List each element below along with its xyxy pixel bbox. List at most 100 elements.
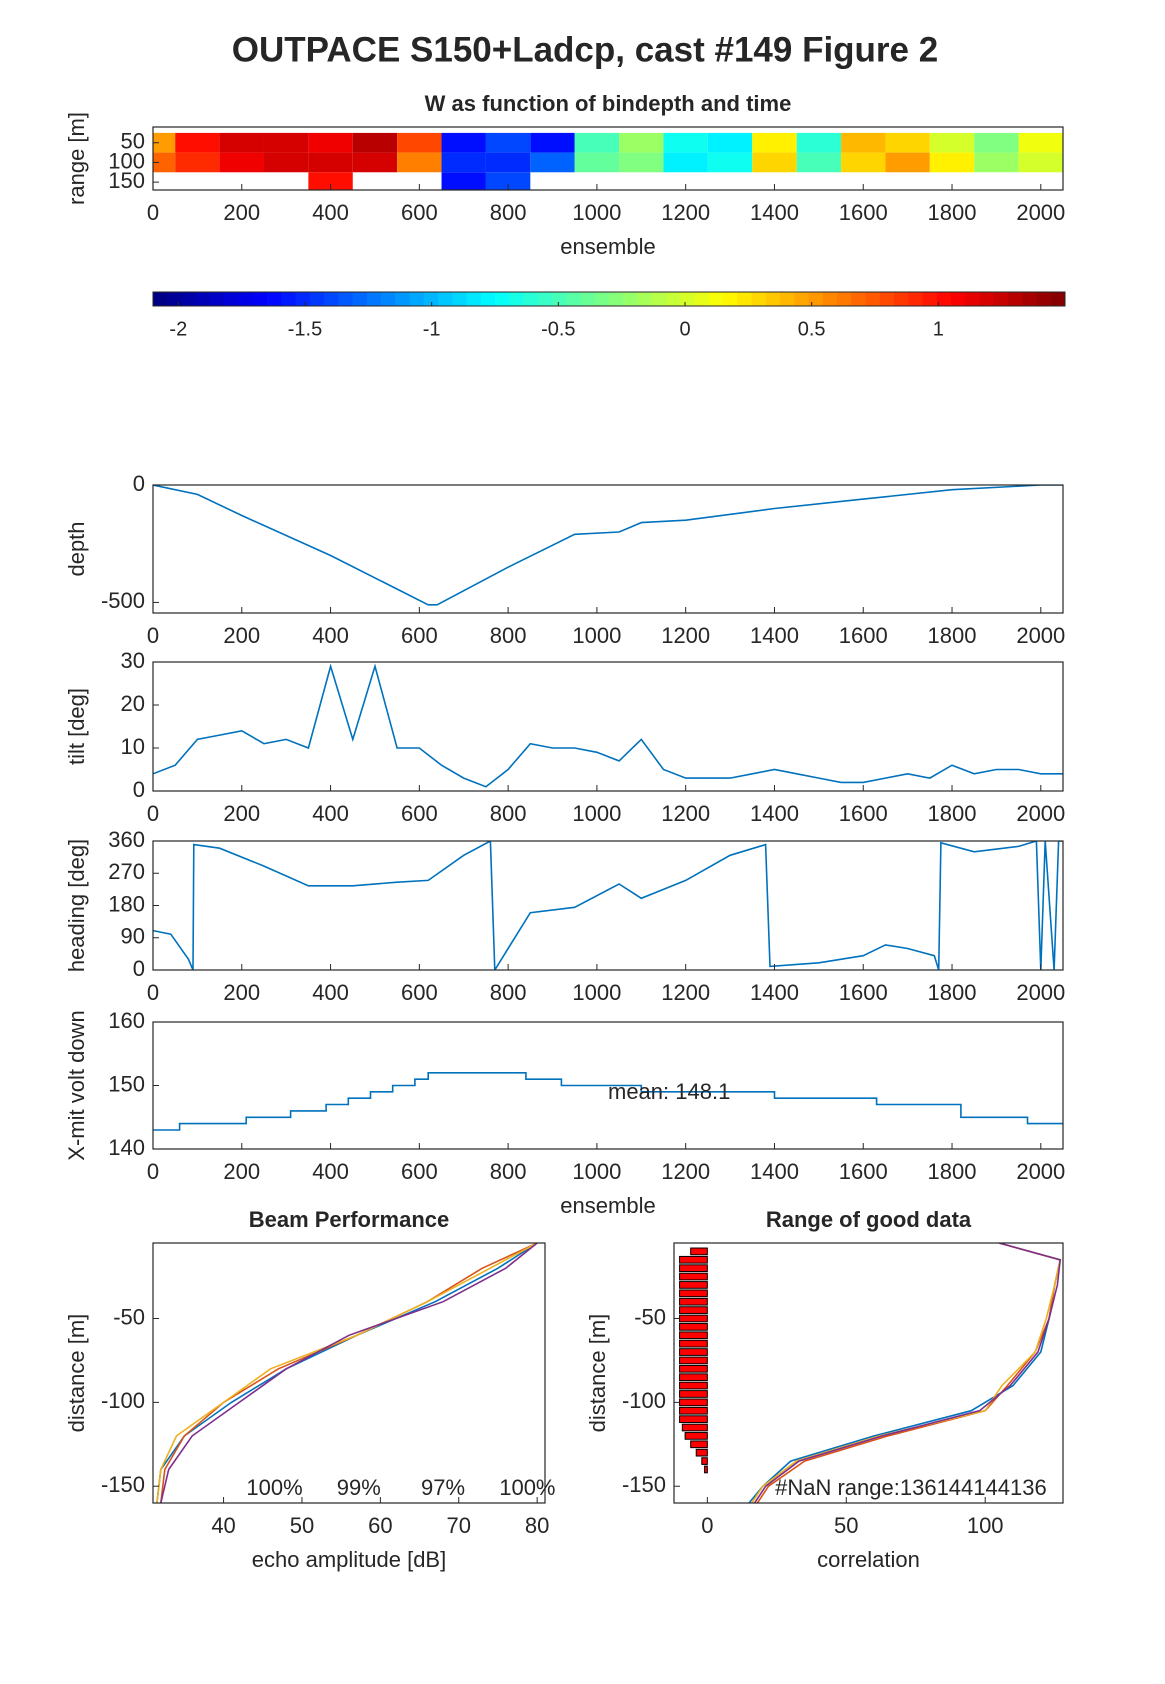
colorbar-segment	[936, 292, 952, 306]
axes-frame	[152, 1242, 546, 1504]
y-tick-label: -100	[622, 1388, 666, 1413]
bar	[679, 1264, 708, 1273]
bar	[679, 1281, 708, 1289]
x-tick-label: 200	[223, 801, 260, 826]
x-tick-label: 60	[368, 1513, 392, 1538]
colorbar-segment	[808, 292, 824, 306]
colorbar-segment	[324, 292, 339, 306]
heat-cell	[397, 132, 442, 153]
colorbar-segment	[509, 292, 524, 306]
x-tick-label: 1000	[572, 1159, 621, 1184]
x-tick-label: 0	[147, 980, 159, 1005]
colorbar-segment	[851, 292, 866, 306]
axes-frame	[152, 126, 1064, 191]
colorbar-segment	[965, 292, 980, 306]
colorbar-segment	[224, 292, 239, 306]
profile-line	[160, 1243, 538, 1503]
x-tick-label: 400	[312, 200, 349, 225]
heat-cell	[752, 132, 797, 153]
x-tick-label: 2000	[1016, 1159, 1065, 1184]
bar	[690, 1247, 708, 1256]
x-tick-label: 50	[834, 1513, 858, 1538]
x-tick-label: 0	[701, 1513, 713, 1538]
y-tick-label: 180	[108, 891, 145, 916]
y-tick-label: 140	[108, 1135, 145, 1160]
x-tick-label: 800	[490, 200, 527, 225]
heat-cell	[441, 172, 486, 190]
colorbar-segment	[381, 292, 396, 306]
x-tick-label: 1600	[839, 623, 888, 648]
annotation: mean: 148.1	[608, 1079, 730, 1104]
x-tick-label: 1000	[572, 623, 621, 648]
bar	[679, 1390, 708, 1398]
colorbar-segment	[594, 292, 610, 306]
x-tick-label: 1600	[839, 980, 888, 1005]
heat-cell	[974, 152, 1019, 173]
x-tick-label: 200	[223, 980, 260, 1005]
colorbar-segment	[537, 292, 553, 306]
heat-cell	[574, 152, 620, 173]
heat-cell	[707, 152, 753, 173]
x-tick-label: 1800	[928, 623, 977, 648]
x-tick-label: 1200	[661, 200, 710, 225]
plot-area	[153, 841, 1063, 970]
bar	[701, 1457, 708, 1465]
colorbar-segment	[780, 292, 795, 306]
y-tick-label: -150	[622, 1472, 666, 1497]
colorbar-segment	[651, 292, 667, 306]
x-tick-label: 1000	[572, 801, 621, 826]
colorbar-segment	[737, 292, 752, 306]
annotation: 100%	[246, 1475, 302, 1500]
heat-cell	[485, 132, 531, 153]
y-axis-label: tilt [deg]	[64, 688, 89, 765]
colorbar-segment	[979, 292, 995, 306]
colorbar-segment	[751, 292, 767, 306]
heat-cell	[485, 172, 531, 190]
x-tick-label: 2000	[1016, 980, 1065, 1005]
colorbar-segment	[566, 292, 581, 306]
data-line	[153, 485, 1063, 606]
y-tick-label: 0	[133, 956, 145, 981]
heat-cell	[485, 152, 531, 173]
heat-cell	[974, 132, 1019, 153]
heat-cell	[663, 132, 708, 153]
x-axis-label: ensemble	[560, 1193, 655, 1218]
colorbar-segment	[181, 292, 197, 306]
colorbar-tick-label: 1	[933, 318, 944, 340]
colorbar-segment	[480, 292, 496, 306]
x-tick-label: 1400	[750, 623, 799, 648]
y-tick-label: -500	[101, 588, 145, 613]
y-tick-label: 10	[121, 734, 145, 759]
y-tick-label: 160	[108, 1008, 145, 1033]
colorbar-segment	[366, 292, 382, 306]
x-tick-label: 1000	[572, 980, 621, 1005]
bar	[679, 1348, 708, 1356]
colorbar-segment	[794, 292, 809, 306]
x-tick-label: 1400	[750, 200, 799, 225]
heat-cell	[707, 132, 753, 153]
bar	[679, 1398, 708, 1407]
bar	[679, 1415, 708, 1423]
x-tick-label: 1400	[750, 980, 799, 1005]
axes-frame	[152, 484, 1064, 614]
figure-title: OUTPACE S150+Ladcp, cast #149 Figure 2	[232, 30, 938, 69]
x-tick-label: 600	[401, 623, 438, 648]
plot-area	[153, 485, 1063, 613]
plot-area	[153, 127, 1063, 190]
colorbar-segment	[993, 292, 1009, 306]
heat-cell	[1018, 132, 1063, 153]
axes-background	[674, 1243, 1063, 1503]
colorbar-segment	[495, 292, 510, 306]
heat-cell	[397, 152, 442, 173]
colorbar-segment	[452, 292, 467, 306]
y-tick-label: -100	[101, 1388, 145, 1413]
y-tick-label: 30	[121, 648, 145, 673]
x-tick-label: 1600	[839, 200, 888, 225]
colorbar-segment	[765, 292, 781, 306]
axes-background	[153, 1243, 545, 1503]
x-tick-label: 0	[147, 623, 159, 648]
heat-cell	[841, 152, 886, 173]
colorbar-segment	[466, 292, 482, 306]
colorbar-segment	[908, 292, 923, 306]
